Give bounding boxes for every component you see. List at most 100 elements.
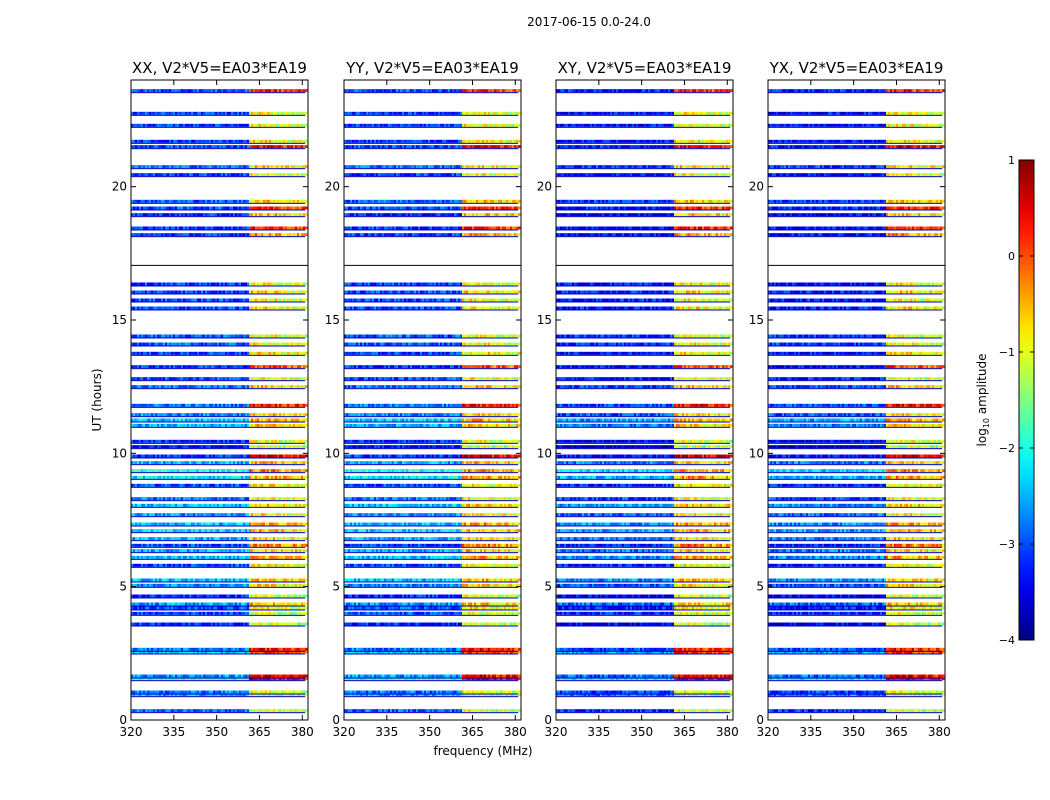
heatmap-cell [147, 423, 150, 427]
heatmap-cell [299, 306, 302, 310]
heatmap-cell [283, 503, 286, 507]
heatmap-cell [185, 602, 188, 606]
heatmap-cell [291, 418, 294, 422]
heatmap-cell [159, 403, 162, 407]
heatmap-cell [299, 334, 302, 338]
heatmap-cell [255, 594, 258, 598]
heatmap-cell [303, 677, 306, 681]
heatmap-cell [229, 483, 232, 487]
heatmap-cell [159, 549, 162, 553]
heatmap-cell [293, 475, 296, 479]
heatmap-cell [233, 677, 236, 681]
heatmap-cell [243, 650, 246, 654]
heatmap-cell [161, 583, 164, 587]
heatmap-cell [141, 555, 144, 559]
heatmap-cell [289, 709, 292, 713]
heatmap-cell [245, 513, 248, 517]
heatmap-cell [299, 469, 302, 473]
heatmap-cell [223, 342, 226, 346]
heatmap-cell [227, 513, 230, 517]
heatmap-cell [203, 306, 206, 310]
heatmap-cell [257, 647, 260, 651]
heatmap-cell [143, 298, 146, 302]
heatmap-cell [259, 342, 262, 346]
heatmap-cell [183, 690, 186, 694]
heatmap-cell [257, 445, 260, 449]
heatmap-cell [205, 475, 208, 479]
heatmap-cell [183, 377, 186, 381]
heatmap-cell [187, 365, 190, 369]
heatmap-cell [145, 403, 148, 407]
heatmap-cell [269, 549, 272, 553]
heatmap-cell [219, 351, 222, 355]
heatmap-cell [267, 497, 270, 501]
heatmap-cell [201, 674, 204, 678]
heatmap-cell [197, 413, 200, 417]
heatmap-cell [219, 483, 222, 487]
heatmap-cell [305, 439, 308, 443]
heatmap-cell [261, 445, 264, 449]
heatmap-cell [141, 334, 144, 338]
heatmap-cell [193, 413, 196, 417]
heatmap-cell [197, 529, 200, 533]
heatmap-cell [249, 647, 252, 651]
heatmap-cell [139, 693, 142, 697]
heatmap-cell [281, 537, 284, 541]
heatmap-cell [185, 418, 188, 422]
heatmap-cell [297, 674, 300, 678]
heatmap-cell [249, 365, 252, 369]
heatmap-cell [303, 529, 306, 533]
heatmap-cell [275, 690, 278, 694]
heatmap-cell [181, 674, 184, 678]
heatmap-cell [135, 365, 138, 369]
heatmap-cell [161, 674, 164, 678]
heatmap-cell [229, 351, 232, 355]
heatmap-cell [195, 365, 198, 369]
heatmap-cell [259, 475, 262, 479]
heatmap-cell [167, 423, 170, 427]
heatmap-cell [235, 578, 238, 582]
heatmap-cell [253, 445, 256, 449]
heatmap-cell [165, 690, 168, 694]
heatmap-cell [281, 445, 284, 449]
heatmap-cell [253, 606, 256, 610]
heatmap-cell [233, 306, 236, 310]
heatmap-cell [201, 461, 204, 465]
heatmap-cell [203, 497, 206, 501]
heatmap-cell [269, 413, 272, 417]
heatmap-cell [153, 611, 156, 615]
heatmap-cell [237, 677, 240, 681]
scan-row [131, 111, 308, 116]
heatmap-cell [157, 385, 160, 389]
heatmap-cell [169, 690, 172, 694]
heatmap-cell [213, 365, 216, 369]
heatmap-cell [201, 334, 204, 338]
heatmap-cell [281, 690, 284, 694]
heatmap-cell [279, 563, 282, 567]
heatmap-cell [225, 537, 228, 541]
heatmap-cell [301, 650, 304, 654]
heatmap-cell [135, 549, 138, 553]
heatmap-cell [269, 385, 272, 389]
heatmap-cell [133, 543, 136, 547]
heatmap-cell [167, 602, 170, 606]
heatmap-cell [159, 529, 162, 533]
heatmap-cell [215, 469, 218, 473]
heatmap-cell [237, 454, 240, 458]
heatmap-cell [279, 503, 282, 507]
heatmap-cell [245, 583, 248, 587]
heatmap-cell [145, 365, 148, 369]
heatmap-cell [219, 529, 222, 533]
heatmap-cell [253, 454, 256, 458]
heatmap-cell [273, 674, 276, 678]
heatmap-cell [145, 563, 148, 567]
heatmap-cell [165, 537, 168, 541]
heatmap-cell [203, 690, 206, 694]
heatmap-cell [199, 513, 202, 517]
heatmap-cell [293, 602, 296, 606]
heatmap-cell [293, 454, 296, 458]
heatmap-cell [193, 483, 196, 487]
heatmap-cell [137, 403, 140, 407]
heatmap-cell [273, 503, 276, 507]
heatmap-cell [133, 306, 136, 310]
